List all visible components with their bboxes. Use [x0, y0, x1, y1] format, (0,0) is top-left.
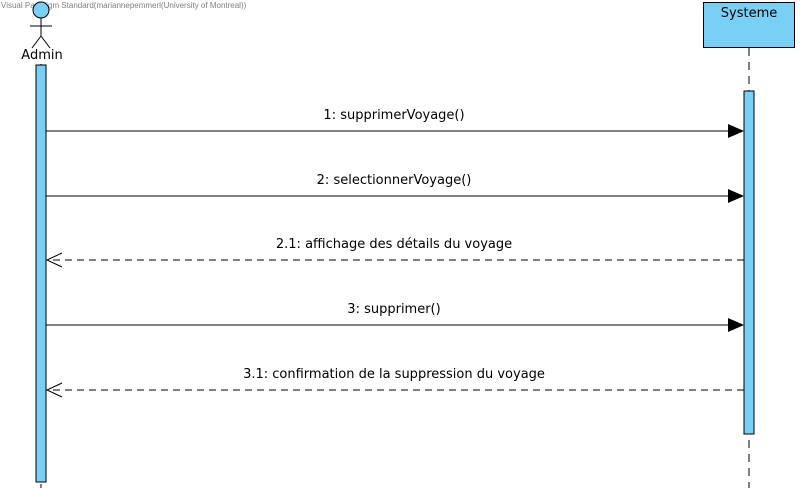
message-2-1-label: 2.1: affichage des détails du voyage — [275, 237, 513, 252]
object-activation-bar[interactable] — [743, 90, 755, 435]
message-3-1-label: 3.1: confirmation de la suppression du v… — [243, 367, 545, 382]
message-1-label: 1: supprimerVoyage() — [323, 108, 465, 123]
message-3-arrow[interactable] — [46, 318, 744, 332]
actor-icon[interactable] — [30, 1, 52, 49]
actor-name: Admin — [21, 48, 63, 63]
message-2-label: 2: selectionnerVoyage() — [316, 173, 472, 188]
message-3-label: 3: supprimer() — [347, 302, 441, 317]
object-name: Systeme — [720, 6, 778, 21]
object-box-systeme[interactable]: Systeme — [703, 2, 795, 48]
watermark: Visual Paradigm Standard(mariannepemmerl… — [1, 1, 247, 10]
message-2-arrow[interactable] — [46, 189, 744, 203]
message-1-arrow[interactable] — [46, 124, 744, 138]
actor-activation-bar[interactable] — [35, 64, 47, 483]
message-2-1-return-arrow[interactable] — [45, 252, 744, 268]
message-3-1-return-arrow[interactable] — [45, 382, 744, 398]
